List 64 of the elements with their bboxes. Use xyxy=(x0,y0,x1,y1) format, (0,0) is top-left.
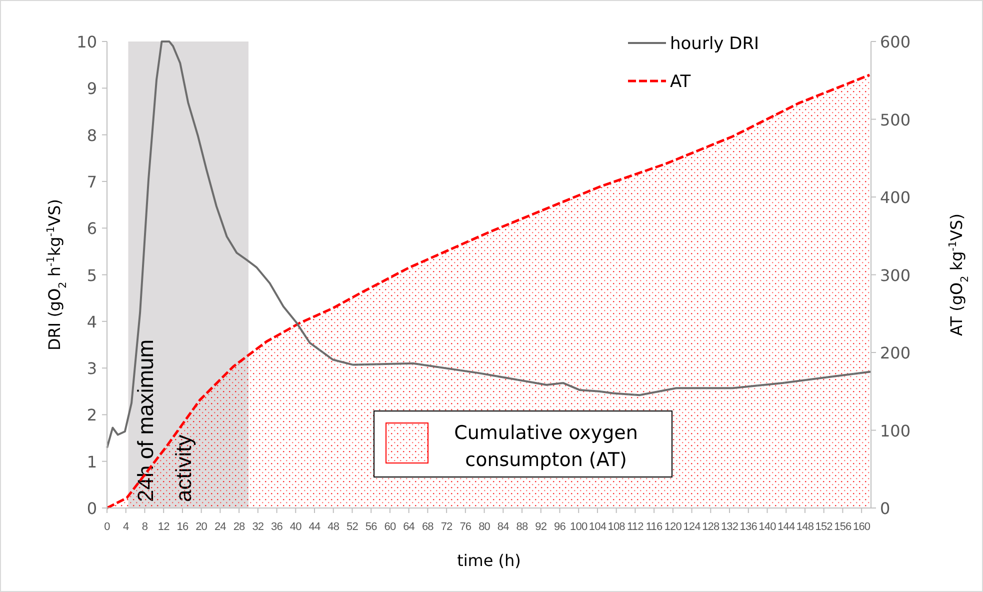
x-tick-label: 32 xyxy=(252,521,264,533)
x-tick-label: 104 xyxy=(588,521,606,533)
x-tick-label: 100 xyxy=(570,521,588,533)
x-axis-title: time (h) xyxy=(457,551,521,570)
x-tick-label: 60 xyxy=(384,521,396,533)
x-tick-label: 160 xyxy=(852,521,870,533)
y-tick-label: 9 xyxy=(86,79,97,98)
x-tick-label: 20 xyxy=(196,521,208,533)
x-tick-label: 44 xyxy=(308,521,321,533)
y-tick-label: 3 xyxy=(86,359,97,378)
x-tick-label: 36 xyxy=(271,521,283,533)
band-label: 24h of maximum activity xyxy=(133,339,196,502)
annotation: Cumulative oxygen consumpton (AT) xyxy=(454,422,638,471)
y2-tick-label: 600 xyxy=(880,32,911,52)
legend-label: AT xyxy=(670,72,692,92)
x-tick-label: 72 xyxy=(440,521,453,533)
x-tick-label: 152 xyxy=(815,521,833,533)
x-tick-label: 96 xyxy=(554,521,566,533)
y2-tick-label: 400 xyxy=(880,188,911,207)
y-tick-label: 7 xyxy=(86,172,97,192)
x-tick-label: 144 xyxy=(778,521,795,533)
x-tick-label: 64 xyxy=(403,521,415,533)
x-tick-label: 8 xyxy=(142,521,148,533)
x-tick-label: 124 xyxy=(683,521,701,533)
x-tick-label: 0 xyxy=(104,521,110,533)
y-tick-label: 5 xyxy=(86,266,97,285)
x-tick-label: 132 xyxy=(720,521,738,533)
x-tick-label: 48 xyxy=(328,521,340,533)
y-tick-label: 1 xyxy=(86,452,97,472)
x-tick-label: 12 xyxy=(158,521,170,533)
x-tick-label: 56 xyxy=(365,521,378,533)
x-tick-label: 108 xyxy=(608,521,626,533)
x-tick-label: 140 xyxy=(758,521,776,533)
x-tick-label: 148 xyxy=(796,521,814,533)
x-tick-label: 112 xyxy=(627,521,644,533)
y2-tick-label: 0 xyxy=(880,499,890,518)
x-tick-label: 92 xyxy=(535,521,547,533)
legend-label: hourly DRI xyxy=(670,34,760,54)
y-tick-label: 6 xyxy=(86,219,97,238)
x-tick-label: 116 xyxy=(646,521,663,533)
x-tick-label: 24 xyxy=(214,521,226,533)
x-tick-label: 40 xyxy=(290,521,302,533)
x-tick-label: 28 xyxy=(233,521,246,533)
y2-tick-label: 200 xyxy=(880,344,911,362)
x-tick-label: 128 xyxy=(702,521,720,533)
x-tick-label: 136 xyxy=(740,521,758,533)
x-tick-label: 4 xyxy=(123,521,130,533)
x-tick-label: 16 xyxy=(176,521,188,533)
x-tick-label: 156 xyxy=(834,521,852,533)
x-tick-label: 52 xyxy=(346,521,358,533)
x-tick-label: 76 xyxy=(460,521,472,533)
x-tick-label: 84 xyxy=(497,521,510,533)
y2-tick-label: 500 xyxy=(880,110,911,130)
x-tick-label: 68 xyxy=(422,521,434,533)
y-tick-label: 8 xyxy=(86,126,97,145)
y-tick-label: 2 xyxy=(86,406,97,425)
x-tick-label: 120 xyxy=(664,521,682,533)
y-tick-label: 0 xyxy=(86,499,97,518)
x-tick-label: 88 xyxy=(516,521,528,533)
x-tick-label: 80 xyxy=(478,521,490,533)
y-tick-label: 4 xyxy=(86,312,97,332)
y-tick-label: 10 xyxy=(76,32,97,52)
y2-tick-label: 100 xyxy=(880,421,911,440)
y2-tick-label: 300 xyxy=(880,266,911,285)
